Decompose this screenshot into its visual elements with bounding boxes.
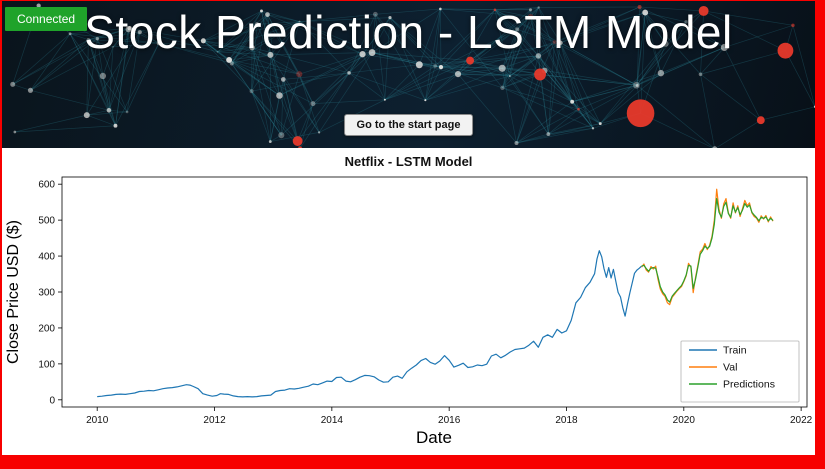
y-tick-label: 0 <box>49 395 55 406</box>
legend-label: Val <box>723 362 737 374</box>
y-tick-label: 300 <box>38 288 55 299</box>
y-tick-label: 100 <box>38 359 55 370</box>
legend-label: Train <box>723 345 747 357</box>
y-tick-label: 600 <box>38 180 55 191</box>
x-tick-label: 2010 <box>86 415 109 426</box>
y-tick-label: 200 <box>38 323 55 334</box>
series-line-predictions <box>641 198 774 303</box>
x-tick-label: 2020 <box>673 415 696 426</box>
x-tick-label: 2012 <box>203 415 226 426</box>
chart-panel: Netflix - LSTM Model Close Price USD ($)… <box>2 148 815 455</box>
network-background-decoration <box>10 3 815 148</box>
stock-chart: Close Price USD ($) Date 2010 2012 2014 201… <box>5 176 813 447</box>
chart-title: Netflix - LSTM Model <box>344 154 473 169</box>
start-page-button[interactable]: Go to the start page <box>343 114 474 136</box>
legend-label: Predictions <box>723 379 775 391</box>
x-tick-label: 2014 <box>321 415 344 426</box>
x-tick-label: 2018 <box>555 415 578 426</box>
app-window: Connected Stock Prediction - LSTM Model … <box>2 1 815 455</box>
legend-box <box>680 340 800 403</box>
y-tick-label: 400 <box>38 252 55 263</box>
x-axis-label: Date <box>416 428 452 447</box>
x-tick-label: 2022 <box>790 415 813 426</box>
y-axis-label: Close Price USD ($) <box>5 220 22 364</box>
hero-banner: Connected Stock Prediction - LSTM Model … <box>2 1 815 148</box>
page-title: Stock Prediction - LSTM Model <box>84 6 733 58</box>
connection-status-badge: Connected <box>5 7 88 31</box>
series-line-train <box>97 250 643 398</box>
series-line-val <box>641 188 774 306</box>
x-tick-label: 2016 <box>438 415 461 426</box>
y-tick-label: 500 <box>38 216 55 227</box>
